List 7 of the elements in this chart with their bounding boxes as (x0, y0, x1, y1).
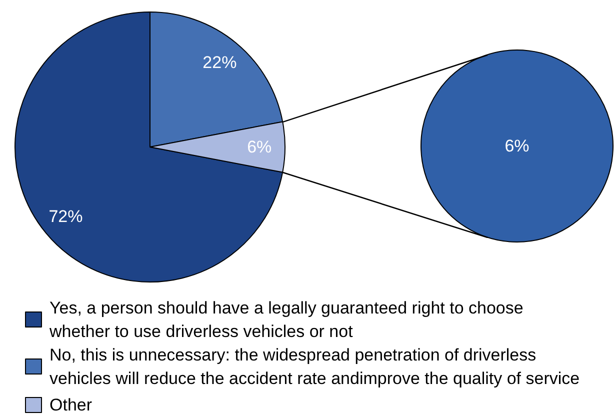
legend-label: Other (50, 396, 92, 414)
data-label: 72% (48, 207, 83, 226)
data-label: 6% (247, 138, 272, 156)
data-label: 22% (202, 53, 237, 72)
legend-label: No, this is unnecessary: the widespread penetration of driverless vehicles will reduce the accident rate andimprove the quality of service (50, 345, 580, 388)
data-label: 6% (504, 136, 530, 156)
legend-label: Yes, a person should have a legally guaranteed right to choose whether to use driverless vehicles or not (48, 298, 528, 341)
